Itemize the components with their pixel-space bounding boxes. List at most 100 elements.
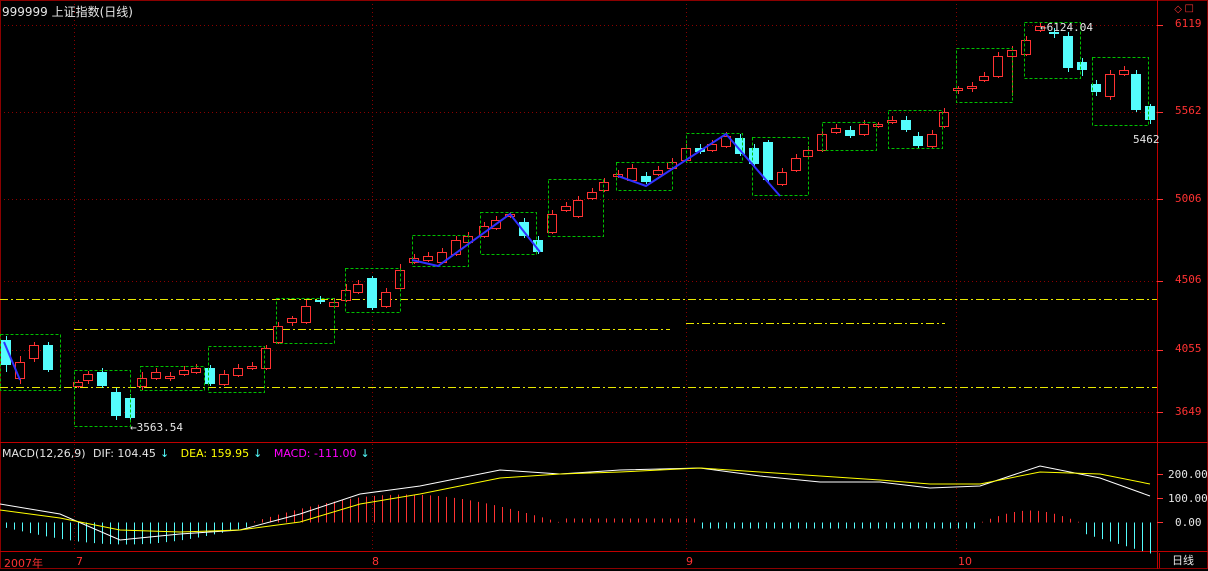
high-price-value: 6124.04 (1046, 21, 1093, 34)
candle-body-up (831, 128, 841, 133)
candle-body-up (301, 306, 311, 323)
candle-body-up (73, 382, 83, 387)
chart-title: 999999 上证指数(日线) (2, 5, 133, 19)
pattern-box (686, 133, 743, 163)
candle-body-up (561, 206, 571, 211)
pattern-box (956, 48, 1013, 103)
candle-body-up (927, 134, 937, 147)
square-icon[interactable]: □ (1184, 3, 1194, 14)
candle-body-up (967, 86, 977, 89)
time-label-jul: 7 (76, 555, 83, 568)
low-price-value: 3563.54 (136, 421, 183, 434)
macd-indicator-label[interactable]: MACD(12,26,9) (2, 447, 86, 460)
candle-body-up (151, 372, 161, 379)
candle-body-up (29, 345, 39, 359)
candle-body-up (887, 120, 897, 123)
candle-body-up (83, 374, 93, 381)
candle-body-down (125, 398, 135, 418)
candle-body-up (179, 370, 189, 375)
candle-body-up (137, 378, 147, 387)
candle-body-down (1131, 74, 1141, 110)
price-tick-4506: 4506 (1175, 273, 1202, 286)
candle-body-down (901, 120, 911, 130)
low-price-annotation: ←3563.54 (130, 421, 183, 434)
candle-body-down (533, 240, 543, 252)
candle-body-down (1, 340, 11, 365)
candle-body-down (749, 148, 759, 164)
candle-body-up (777, 172, 787, 185)
price-tick-6119: 6119 (1175, 17, 1202, 30)
candle-body-down (519, 222, 529, 236)
candle-body-up (791, 158, 801, 171)
high-price-annotation: ←6124.04 (1040, 21, 1093, 34)
candle-body-up (953, 88, 963, 91)
macd-tick-200: 200.00 (1168, 468, 1208, 481)
pattern-box (140, 366, 205, 391)
candle-body-down (43, 345, 53, 370)
candle-body-up (547, 214, 557, 233)
candle-body-down (205, 368, 215, 384)
price-tick-4055: 4055 (1175, 342, 1202, 355)
wave-line (411, 212, 541, 268)
candle-body-up (707, 144, 717, 151)
candle-body-up (479, 226, 489, 237)
wave-line (3, 341, 21, 381)
candle-body-down (111, 392, 121, 416)
price-tick-5006: 5006 (1175, 192, 1202, 205)
candle-body-down (1077, 62, 1087, 70)
candle-body-up (247, 366, 257, 369)
price-tick-5562: 5562 (1175, 104, 1202, 117)
candle-body-down (913, 136, 923, 146)
candle-body-up (451, 240, 461, 255)
candle-body-down (735, 138, 745, 154)
candle-body-up (381, 292, 391, 307)
pattern-box (888, 110, 943, 149)
pattern-box (548, 179, 604, 237)
candle-body-down (1091, 84, 1101, 92)
candle-body-up (233, 368, 243, 376)
candle-body-up (653, 170, 663, 175)
candle-body-down (97, 372, 107, 386)
time-label-aug: 8 (372, 555, 379, 568)
candle-body-up (873, 124, 883, 127)
macd-dif-value: DIF: 104.45 ↓ (93, 447, 170, 460)
time-label-sep: 9 (686, 555, 693, 568)
candle-body-up (721, 136, 731, 147)
candle-body-up (287, 318, 297, 323)
pattern-box (480, 212, 537, 255)
candle-body-down (1049, 32, 1059, 34)
candle-body-up (993, 56, 1003, 77)
candle-body-up (859, 124, 869, 135)
candle-body-up (979, 76, 989, 81)
price-tick-3649: 3649 (1175, 405, 1202, 418)
candle-body-up (261, 348, 271, 369)
time-label-2007: 2007年 (4, 557, 43, 570)
candle-body-down (1145, 106, 1155, 120)
arrow-icon: ← (1040, 21, 1047, 34)
period-button-daily[interactable]: 日线 (1159, 553, 1206, 568)
candle-body-up (219, 374, 229, 385)
pattern-box (822, 122, 877, 151)
macd-header: MACD(12,26,9) DIF: 104.45 ↓ DEA: 159.95 ↓ … (2, 447, 378, 460)
macd-dif-line (0, 465, 1151, 541)
candle-body-down (763, 142, 773, 180)
down-arrow-icon: ↓ (360, 447, 370, 460)
candle-body-up (627, 168, 637, 181)
pattern-box (1092, 57, 1149, 126)
candle-body-up (1035, 26, 1045, 31)
candle-body-up (1021, 40, 1031, 55)
candle-body-down (845, 130, 855, 136)
diamond-icon[interactable]: ◇ (1174, 4, 1182, 15)
pattern-box (208, 346, 265, 393)
pattern-box (276, 298, 335, 344)
time-label-oct: 10 (958, 555, 972, 568)
down-arrow-icon: ↓ (159, 447, 170, 460)
pattern-box (0, 334, 61, 391)
candle-body-up (587, 192, 597, 199)
candle-body-down (367, 278, 377, 308)
macd-histogram-value: MACD: -111.00 ↓ (273, 447, 370, 460)
candle-body-up (817, 134, 827, 151)
